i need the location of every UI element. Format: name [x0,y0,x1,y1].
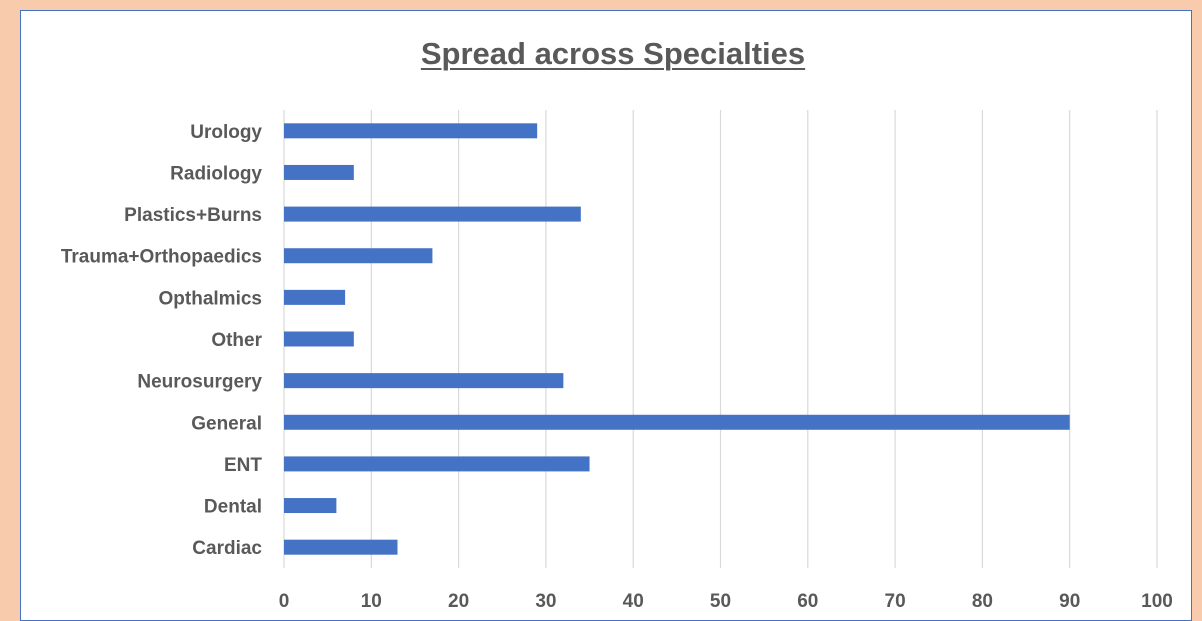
x-tick-label: 70 [885,591,906,612]
x-tick-label: 30 [535,591,556,612]
x-tick-label: 20 [448,591,469,612]
category-label: Opthalmics [159,288,262,309]
x-tick-label: 10 [361,591,382,612]
x-tick-label: 0 [279,591,290,612]
x-tick-labels: 0 10 20 30 40 50 60 70 80 90 100 [279,591,1173,612]
bar-urology [284,123,538,139]
bar-radiology [284,164,354,180]
bar-neurosurgery [284,373,564,389]
category-label: Neurosurgery [137,372,262,393]
category-label: Urology [190,122,262,143]
category-label: Dental [204,497,262,518]
bar-dental [284,498,337,514]
category-label: General [191,413,262,434]
x-tick-label: 60 [797,591,818,612]
category-label: Plastics+Burns [124,205,262,226]
bar-cardiac [284,539,398,555]
category-label: Cardiac [192,538,262,559]
bar-trauma-orthopaedics [284,248,433,264]
category-label: Radiology [170,163,262,184]
x-tick-label: 40 [623,591,644,612]
x-tick-label: 50 [710,591,731,612]
bar-opthalmics [284,289,346,305]
bar-plastics-burns [284,206,581,222]
bar-general [284,414,1070,430]
category-label: Trauma+Orthopaedics [61,247,262,268]
x-tick-label: 90 [1059,591,1080,612]
chart-title: Spread across Specialties [420,36,806,71]
x-tick-label: 100 [1141,591,1173,612]
gridlines [283,110,1158,568]
category-labels: Cardiac Dental ENT General Neurosurgery Othe… [61,122,263,559]
bar-ent [284,456,590,472]
chart-panel [20,10,1192,621]
category-label: Other [211,330,262,351]
x-tick-label: 80 [972,591,993,612]
bar-other [284,331,354,347]
bars [284,123,1070,555]
category-label: ENT [224,455,262,476]
